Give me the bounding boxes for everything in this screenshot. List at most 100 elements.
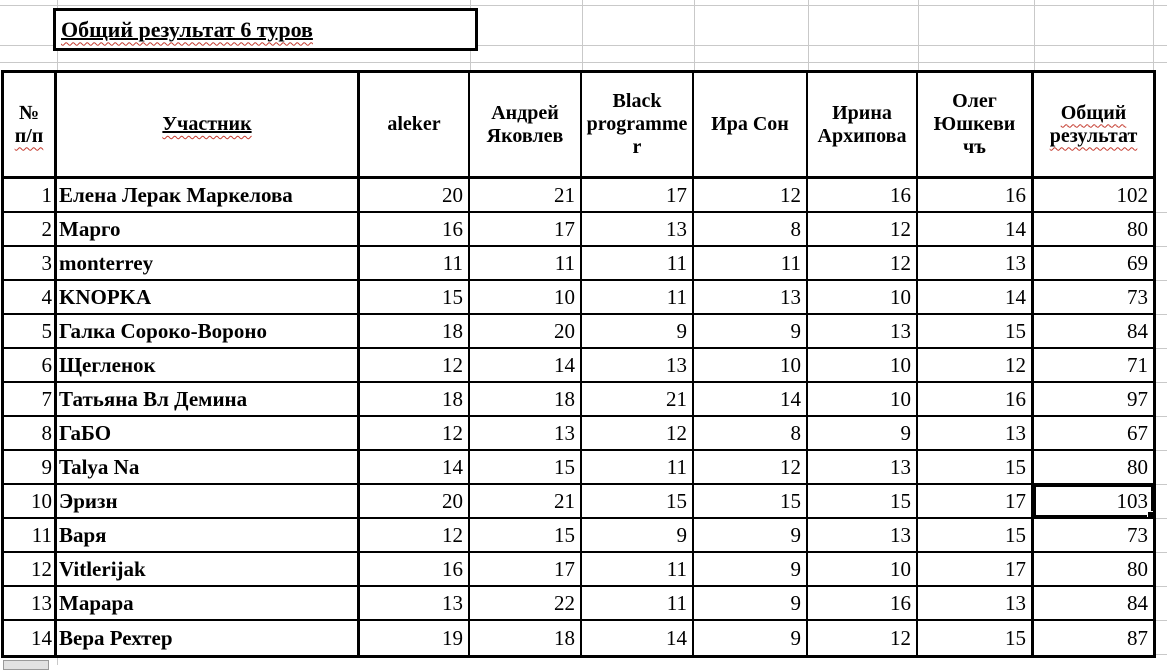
participant-cell[interactable]: monterrey — [57, 247, 360, 281]
header-judge-oleg-yushkevich[interactable]: Олег Юшкевичъ — [918, 73, 1034, 179]
total-cell[interactable]: 73 — [1034, 281, 1153, 315]
row-number-cell[interactable]: 2 — [4, 213, 57, 247]
score-cell[interactable]: 10 — [808, 553, 918, 587]
score-cell[interactable]: 8 — [694, 213, 808, 247]
score-cell[interactable]: 13 — [582, 349, 694, 383]
score-cell[interactable]: 13 — [808, 451, 918, 485]
total-cell[interactable]: 80 — [1034, 451, 1153, 485]
score-cell[interactable]: 18 — [360, 315, 470, 349]
score-cell[interactable]: 12 — [694, 451, 808, 485]
score-cell[interactable]: 12 — [808, 621, 918, 655]
row-number-cell[interactable]: 7 — [4, 383, 57, 417]
row-number-cell[interactable]: 6 — [4, 349, 57, 383]
score-cell[interactable]: 14 — [582, 621, 694, 655]
header-judge-aleker[interactable]: aleker — [360, 73, 470, 179]
score-cell[interactable]: 8 — [694, 417, 808, 451]
score-cell[interactable]: 15 — [918, 621, 1034, 655]
row-number-cell[interactable]: 9 — [4, 451, 57, 485]
score-cell[interactable]: 14 — [470, 349, 582, 383]
score-cell[interactable]: 13 — [918, 247, 1034, 281]
score-cell[interactable]: 13 — [918, 587, 1034, 621]
total-cell[interactable]: 69 — [1034, 247, 1153, 281]
score-cell[interactable]: 12 — [808, 213, 918, 247]
score-cell[interactable]: 11 — [470, 247, 582, 281]
score-cell[interactable]: 13 — [918, 417, 1034, 451]
score-cell[interactable]: 12 — [360, 349, 470, 383]
score-cell[interactable]: 11 — [582, 247, 694, 281]
score-cell[interactable]: 16 — [808, 179, 918, 213]
score-cell[interactable]: 9 — [694, 519, 808, 553]
score-cell[interactable]: 11 — [360, 247, 470, 281]
score-cell[interactable]: 16 — [918, 179, 1034, 213]
header-judge-black-programmer[interactable]: Black programmer — [582, 73, 694, 179]
total-cell[interactable]: 84 — [1034, 587, 1153, 621]
score-cell[interactable]: 16 — [360, 213, 470, 247]
score-cell[interactable]: 15 — [694, 485, 808, 519]
participant-cell[interactable]: Татьяна Вл Демина — [57, 383, 360, 417]
score-cell[interactable]: 14 — [360, 451, 470, 485]
score-cell[interactable]: 20 — [360, 485, 470, 519]
score-cell[interactable]: 17 — [470, 213, 582, 247]
score-cell[interactable]: 9 — [582, 315, 694, 349]
score-cell[interactable]: 12 — [808, 247, 918, 281]
row-number-cell[interactable]: 8 — [4, 417, 57, 451]
score-cell[interactable]: 21 — [582, 383, 694, 417]
score-cell[interactable]: 15 — [470, 519, 582, 553]
total-cell[interactable]: 97 — [1034, 383, 1153, 417]
score-cell[interactable]: 12 — [360, 417, 470, 451]
score-cell[interactable]: 10 — [808, 281, 918, 315]
header-participant[interactable]: Участник — [57, 73, 360, 179]
score-cell[interactable]: 11 — [582, 281, 694, 315]
score-cell[interactable]: 11 — [694, 247, 808, 281]
score-cell[interactable]: 17 — [582, 179, 694, 213]
score-cell[interactable]: 15 — [808, 485, 918, 519]
participant-cell[interactable]: Галка Сороко-Вороно — [57, 315, 360, 349]
score-cell[interactable]: 15 — [470, 451, 582, 485]
score-cell[interactable]: 14 — [918, 281, 1034, 315]
row-number-cell[interactable]: 11 — [4, 519, 57, 553]
total-cell[interactable]: 84 — [1034, 315, 1153, 349]
row-number-cell[interactable]: 1 — [4, 179, 57, 213]
score-cell[interactable]: 13 — [808, 519, 918, 553]
row-number-cell[interactable]: 12 — [4, 553, 57, 587]
score-cell[interactable]: 17 — [470, 553, 582, 587]
row-number-cell[interactable]: 13 — [4, 587, 57, 621]
score-cell[interactable]: 13 — [582, 213, 694, 247]
participant-cell[interactable]: Елена Лерак Маркелова — [57, 179, 360, 213]
score-cell[interactable]: 14 — [918, 213, 1034, 247]
row-number-cell[interactable]: 10 — [4, 485, 57, 519]
score-cell[interactable]: 9 — [808, 417, 918, 451]
score-cell[interactable]: 18 — [470, 383, 582, 417]
score-cell[interactable]: 13 — [694, 281, 808, 315]
score-cell[interactable]: 22 — [470, 587, 582, 621]
header-total[interactable]: Общий результат — [1034, 73, 1153, 179]
score-cell[interactable]: 13 — [808, 315, 918, 349]
score-cell[interactable]: 15 — [360, 281, 470, 315]
row-number-cell[interactable]: 14 — [4, 621, 57, 655]
score-cell[interactable]: 12 — [694, 179, 808, 213]
selected-cell[interactable]: 103 — [1034, 485, 1153, 519]
score-cell[interactable]: 13 — [470, 417, 582, 451]
score-cell[interactable]: 9 — [694, 587, 808, 621]
header-judge-ira-son[interactable]: Ира Сон — [694, 73, 808, 179]
score-cell[interactable]: 9 — [694, 315, 808, 349]
participant-cell[interactable]: Эризн — [57, 485, 360, 519]
score-cell[interactable]: 18 — [360, 383, 470, 417]
score-cell[interactable]: 15 — [582, 485, 694, 519]
score-cell[interactable]: 16 — [918, 383, 1034, 417]
score-cell[interactable]: 12 — [360, 519, 470, 553]
score-cell[interactable]: 10 — [808, 349, 918, 383]
total-cell[interactable]: 80 — [1034, 213, 1153, 247]
header-judge-andrey-yakovlev[interactable]: Андрей Яковлев — [470, 73, 582, 179]
score-cell[interactable]: 15 — [918, 451, 1034, 485]
participant-cell[interactable]: Щегленок — [57, 349, 360, 383]
score-cell[interactable]: 10 — [808, 383, 918, 417]
score-cell[interactable]: 16 — [360, 553, 470, 587]
score-cell[interactable]: 12 — [918, 349, 1034, 383]
score-cell[interactable]: 15 — [918, 315, 1034, 349]
score-cell[interactable]: 10 — [694, 349, 808, 383]
row-number-cell[interactable]: 5 — [4, 315, 57, 349]
row-number-cell[interactable]: 4 — [4, 281, 57, 315]
score-cell[interactable]: 11 — [582, 451, 694, 485]
participant-cell[interactable]: Вера Рехтер — [57, 621, 360, 655]
